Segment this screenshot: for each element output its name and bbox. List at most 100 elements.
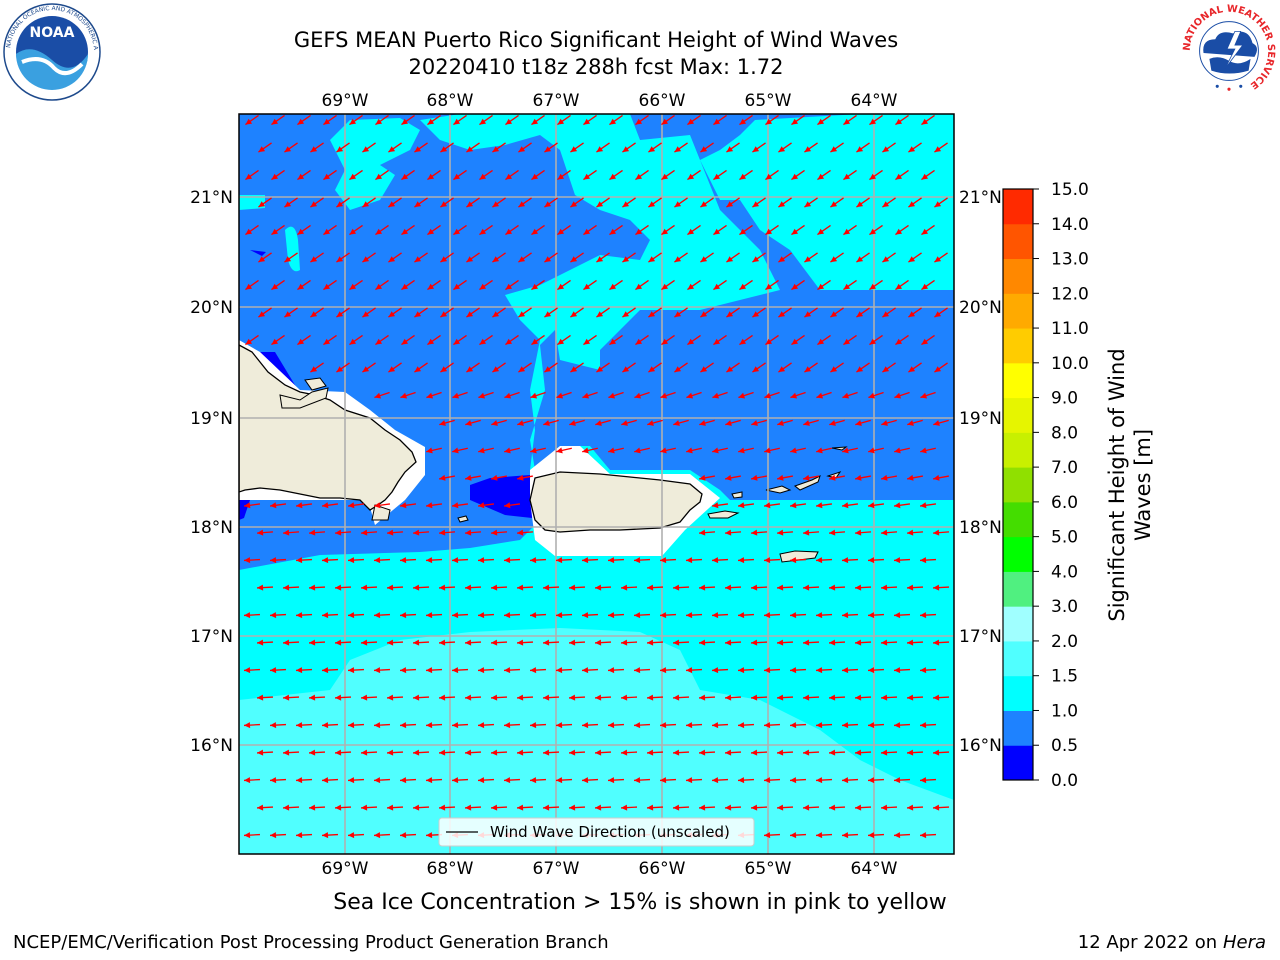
wave-arrow-head — [543, 804, 550, 811]
wave-arrow-head — [855, 804, 862, 811]
wave-arrow-head — [517, 804, 524, 811]
wave-arrow-head — [725, 474, 732, 481]
wave-arrow-head — [504, 502, 511, 509]
wave-arrow-head — [634, 447, 641, 454]
wave-arrow-head — [439, 639, 446, 646]
wave-arrow-head — [309, 584, 316, 591]
wave-arrow-head — [270, 832, 277, 839]
wave-arrow-head — [791, 338, 799, 345]
wave-arrow-head — [855, 529, 862, 536]
wave-arrow-head — [582, 722, 589, 729]
wave-arrow-head — [478, 392, 486, 399]
wave-arrow-head — [634, 612, 641, 619]
wave-arrow-head — [933, 584, 940, 591]
wave-arrow-head — [895, 338, 903, 345]
wave-arrow-head — [518, 201, 526, 208]
wave-arrow-head — [570, 146, 578, 153]
wave-arrow-head — [374, 557, 381, 564]
wave-arrow-head — [842, 832, 849, 839]
wave-arrow-head — [803, 474, 810, 481]
lon-label-top: 64°W — [851, 91, 898, 111]
wave-arrow-head — [349, 173, 357, 180]
wave-arrow-head — [336, 256, 344, 263]
wave-arrow-head — [868, 722, 875, 729]
wave-arrow-head — [764, 447, 771, 454]
colorbar-swatch — [1003, 501, 1033, 538]
wave-arrow-head — [908, 256, 916, 263]
wave-arrow-head — [517, 420, 524, 426]
wave-arrow-head — [479, 338, 487, 345]
wave-arrow-head — [375, 283, 383, 290]
wave-arrow-head — [933, 420, 940, 426]
map-legend: Wind Wave Direction (unscaled) — [438, 817, 755, 847]
wave-arrow-head — [764, 502, 771, 509]
wave-arrow-head — [284, 146, 292, 153]
wave-arrow-head — [439, 474, 446, 481]
wave-arrow-head — [817, 228, 825, 235]
wave-arrow-head — [543, 584, 550, 591]
wave-arrow-head — [933, 529, 940, 536]
wave-arrow-head — [660, 447, 667, 454]
wave-arrow-head — [323, 283, 331, 290]
wave-arrow-head — [934, 366, 942, 373]
wave-arrow-head — [440, 256, 448, 263]
colorbar-swatch — [1003, 362, 1033, 399]
wave-arrow-head — [517, 694, 524, 701]
wave-arrow-head — [595, 420, 602, 426]
wave-arrow-head — [868, 557, 875, 564]
wave-arrow-head — [388, 366, 396, 373]
wave-arrow-head — [296, 777, 303, 784]
wave-arrow-head — [686, 722, 693, 729]
wave-arrow-head — [712, 447, 719, 454]
wave-arrow-head — [765, 338, 773, 345]
wave-arrow-head — [829, 804, 836, 811]
wave-arrow-head — [894, 722, 901, 729]
wave-arrow-head — [751, 420, 758, 426]
wave-arrow-head — [257, 804, 264, 811]
wave-arrow-head — [829, 529, 836, 536]
wave-arrow-head — [271, 228, 279, 235]
wave-arrow-head — [505, 283, 513, 290]
wave-arrow-head — [257, 749, 264, 756]
wave-arrow-head — [361, 804, 368, 811]
wave-arrow-head — [336, 366, 344, 373]
wave-arrow-head — [478, 612, 485, 619]
wave-arrow-head — [907, 529, 914, 536]
wave-arrow-head — [388, 256, 396, 263]
wave-arrow-head — [283, 584, 290, 591]
wave-arrow-head — [855, 474, 862, 481]
wave-arrow-head — [907, 639, 914, 646]
wave-arrow-head — [894, 557, 901, 564]
wave-arrow-head — [661, 283, 669, 290]
wave-arrow-head — [778, 146, 786, 153]
wave-arrow-head — [491, 694, 498, 701]
wave-arrow-head — [570, 366, 578, 373]
wave-arrow-head — [778, 366, 786, 373]
wave-arrow-head — [687, 228, 695, 235]
lon-label-top: 67°W — [533, 91, 580, 111]
wave-arrow-head — [713, 118, 721, 125]
wave-arrow-head — [921, 338, 929, 345]
wave-arrow-head — [582, 557, 589, 564]
wave-arrow-head — [583, 283, 591, 290]
wave-arrow-head — [465, 639, 472, 646]
lat-label-left: 16°N — [190, 736, 233, 756]
wave-arrow-head — [829, 584, 836, 591]
wave-arrow-head — [465, 529, 472, 536]
wave-arrow-head — [374, 832, 381, 839]
wave-arrow-head — [894, 667, 901, 674]
wave-arrow-head — [361, 529, 368, 536]
wave-arrow-head — [791, 283, 799, 290]
wave-arrow-head — [452, 392, 460, 399]
wave-arrow-head — [400, 777, 407, 784]
wave-arrow-head — [843, 338, 851, 345]
wave-arrow-head — [271, 118, 279, 125]
wave-arrow-head — [310, 366, 318, 373]
wave-arrow-head — [270, 667, 277, 674]
wave-arrow-head — [361, 749, 368, 756]
wave-arrow-head — [505, 338, 513, 345]
wave-arrow-head — [427, 283, 435, 290]
wave-arrow-head — [738, 667, 745, 674]
wave-arrow-head — [648, 311, 656, 318]
wave-arrow-head — [322, 722, 329, 729]
